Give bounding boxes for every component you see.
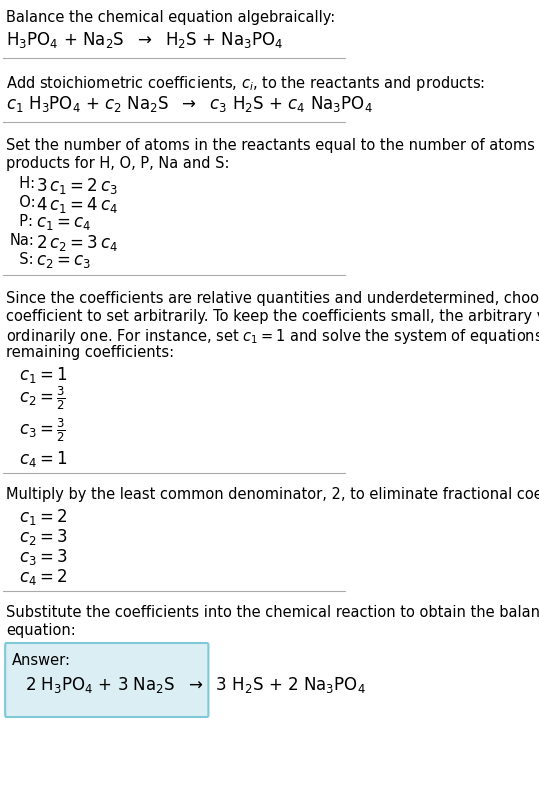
Text: $c_2 = c_3$: $c_2 = c_3$	[36, 252, 91, 270]
Text: $c_4 = 1$: $c_4 = 1$	[19, 449, 68, 469]
Text: Since the coefficients are relative quantities and underdetermined, choose a: Since the coefficients are relative quan…	[6, 291, 539, 306]
Text: $c_3 = \frac{3}{2}$: $c_3 = \frac{3}{2}$	[19, 417, 66, 444]
Text: remaining coefficients:: remaining coefficients:	[6, 345, 175, 360]
Text: P:: P:	[10, 214, 33, 229]
Text: Answer:: Answer:	[12, 653, 71, 668]
Text: $c_3 = 3$: $c_3 = 3$	[19, 547, 68, 567]
FancyBboxPatch shape	[5, 643, 209, 717]
Text: $2\,c_2 = 3\,c_4$: $2\,c_2 = 3\,c_4$	[36, 233, 118, 253]
Text: Set the number of atoms in the reactants equal to the number of atoms in the: Set the number of atoms in the reactants…	[6, 138, 539, 153]
Text: $c_2 = \frac{3}{2}$: $c_2 = \frac{3}{2}$	[19, 385, 66, 412]
Text: ordinarily one. For instance, set $c_1 = 1$ and solve the system of equations fo: ordinarily one. For instance, set $c_1 =…	[6, 327, 539, 346]
Text: Substitute the coefficients into the chemical reaction to obtain the balanced: Substitute the coefficients into the che…	[6, 605, 539, 620]
Text: Add stoichiometric coefficients, $c_i$, to the reactants and products:: Add stoichiometric coefficients, $c_i$, …	[6, 74, 486, 93]
Text: H:: H:	[10, 176, 35, 191]
Text: coefficient to set arbitrarily. To keep the coefficients small, the arbitrary va: coefficient to set arbitrarily. To keep …	[6, 309, 539, 324]
Text: S:: S:	[10, 252, 33, 267]
Text: $c_1 = 2$: $c_1 = 2$	[19, 507, 68, 527]
Text: $c_1$ H$_3$PO$_4$ + $c_2$ Na$_2$S  $\rightarrow$  $c_3$ H$_2$S + $c_4$ Na$_3$PO$: $c_1$ H$_3$PO$_4$ + $c_2$ Na$_2$S $\righ…	[6, 94, 373, 114]
Text: $3\,c_1 = 2\,c_3$: $3\,c_1 = 2\,c_3$	[36, 176, 117, 196]
Text: equation:: equation:	[6, 623, 76, 638]
Text: $4\,c_1 = 4\,c_4$: $4\,c_1 = 4\,c_4$	[36, 195, 118, 215]
Text: $c_1 = c_4$: $c_1 = c_4$	[36, 214, 91, 232]
Text: $c_4 = 2$: $c_4 = 2$	[19, 567, 68, 587]
Text: Balance the chemical equation algebraically:: Balance the chemical equation algebraica…	[6, 10, 336, 25]
Text: $c_1 = 1$: $c_1 = 1$	[19, 365, 68, 385]
Text: 2 H$_3$PO$_4$ + 3 Na$_2$S  $\rightarrow$  3 H$_2$S + 2 Na$_3$PO$_4$: 2 H$_3$PO$_4$ + 3 Na$_2$S $\rightarrow$ …	[25, 675, 365, 695]
Text: products for H, O, P, Na and S:: products for H, O, P, Na and S:	[6, 156, 230, 171]
Text: H$_3$PO$_4$ + Na$_2$S  $\rightarrow$  H$_2$S + Na$_3$PO$_4$: H$_3$PO$_4$ + Na$_2$S $\rightarrow$ H$_2…	[6, 30, 284, 50]
Text: Na:: Na:	[10, 233, 34, 248]
Text: O:: O:	[10, 195, 36, 210]
Text: $c_2 = 3$: $c_2 = 3$	[19, 527, 68, 547]
Text: Multiply by the least common denominator, 2, to eliminate fractional coefficient: Multiply by the least common denominator…	[6, 487, 539, 502]
